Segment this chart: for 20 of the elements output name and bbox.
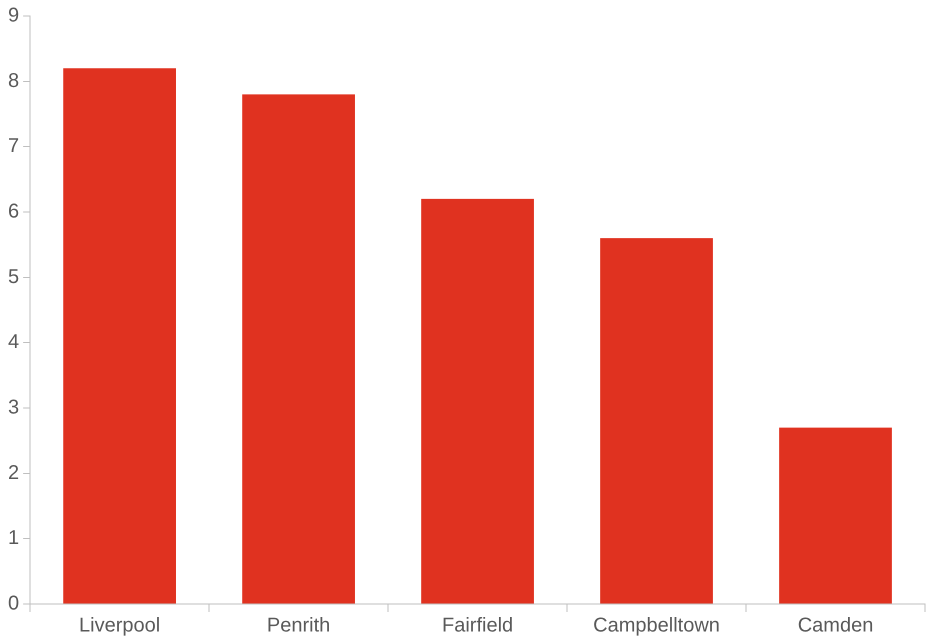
- y-tick-label: 7: [8, 135, 20, 158]
- y-tick-label: 6: [8, 200, 20, 223]
- y-tick-label: 5: [8, 266, 20, 288]
- y-tick-label: 8: [8, 70, 20, 92]
- y-tick-label: 0: [8, 592, 20, 615]
- bar: [421, 198, 534, 604]
- x-tick-label: Liverpool: [79, 614, 160, 637]
- bar: [242, 94, 355, 604]
- y-tick-label: 3: [8, 396, 20, 419]
- x-tick-label: Fairfield: [442, 614, 514, 637]
- bar: [600, 238, 713, 604]
- x-tick-label: Camden: [798, 614, 874, 637]
- y-tick-label: 9: [8, 4, 20, 27]
- bar: [63, 68, 176, 604]
- x-tick-label: Campbelltown: [593, 614, 720, 637]
- y-tick-label: 4: [8, 331, 20, 354]
- y-tick-label: 1: [8, 527, 20, 550]
- y-tick-label: 2: [8, 462, 20, 484]
- bar: [779, 428, 892, 604]
- x-tick-label: Penrith: [266, 614, 330, 637]
